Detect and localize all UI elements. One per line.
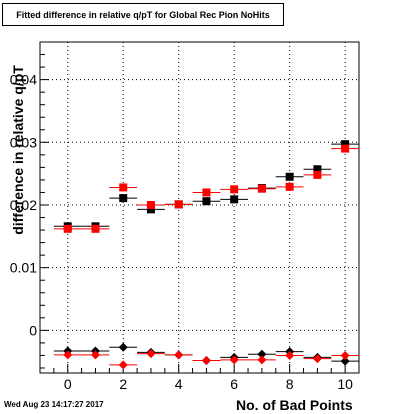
data-point-diamond <box>257 349 267 359</box>
plot-frame <box>39 41 360 374</box>
data-point-square <box>146 200 155 209</box>
chart-title: Fitted difference in relative q/pT for G… <box>2 3 284 26</box>
data-point-square <box>174 200 183 209</box>
data-point-square <box>313 165 322 174</box>
data-point-diamond <box>201 355 211 365</box>
y-axis-label: difference in relative q/pT <box>10 65 26 235</box>
data-point-diamond <box>118 342 128 352</box>
data-point-square <box>313 170 322 179</box>
y-tick-label: 0.03 <box>10 134 37 150</box>
data-point-square <box>91 224 100 233</box>
data-point-diamond <box>229 355 239 365</box>
data-point-square <box>119 194 128 203</box>
x-tick-label: 2 <box>119 376 127 392</box>
data-point-diamond <box>340 350 350 360</box>
data-point-diamond <box>118 360 128 370</box>
timestamp-footer: Wed Aug 23 14:17:27 2017 <box>4 400 104 409</box>
data-point-diamond <box>312 354 322 364</box>
data-point-square <box>285 172 294 181</box>
data-point-square <box>341 144 350 153</box>
data-point-square <box>230 195 239 204</box>
x-tick-label: 8 <box>286 376 294 392</box>
x-tick-label: 10 <box>337 376 353 392</box>
y-tick-label: 0.04 <box>10 72 37 88</box>
data-point-square <box>119 183 128 192</box>
data-point-square <box>230 185 239 194</box>
x-tick-label: 4 <box>175 376 183 392</box>
y-tick-label: 0 <box>29 322 37 338</box>
y-tick-label: 0.01 <box>10 260 37 276</box>
data-point-square <box>146 205 155 214</box>
data-point-diamond <box>174 350 184 360</box>
data-point-square <box>202 197 211 206</box>
y-tick-label: 0.02 <box>10 197 37 213</box>
data-point-square <box>341 140 350 149</box>
data-point-diamond <box>285 350 295 360</box>
data-point-diamond <box>146 349 156 359</box>
x-tick-label: 6 <box>230 376 238 392</box>
x-tick-label: 0 <box>64 376 72 392</box>
data-point-diamond <box>63 350 73 360</box>
data-point-square <box>63 224 72 233</box>
data-point-square <box>202 188 211 197</box>
data-point-diamond <box>90 350 100 360</box>
data-point-square <box>285 182 294 191</box>
x-axis-label: No. of Bad Points <box>236 397 353 413</box>
data-point-diamond <box>257 355 267 365</box>
data-point-square <box>257 184 266 193</box>
data-point-diamond <box>340 356 350 366</box>
